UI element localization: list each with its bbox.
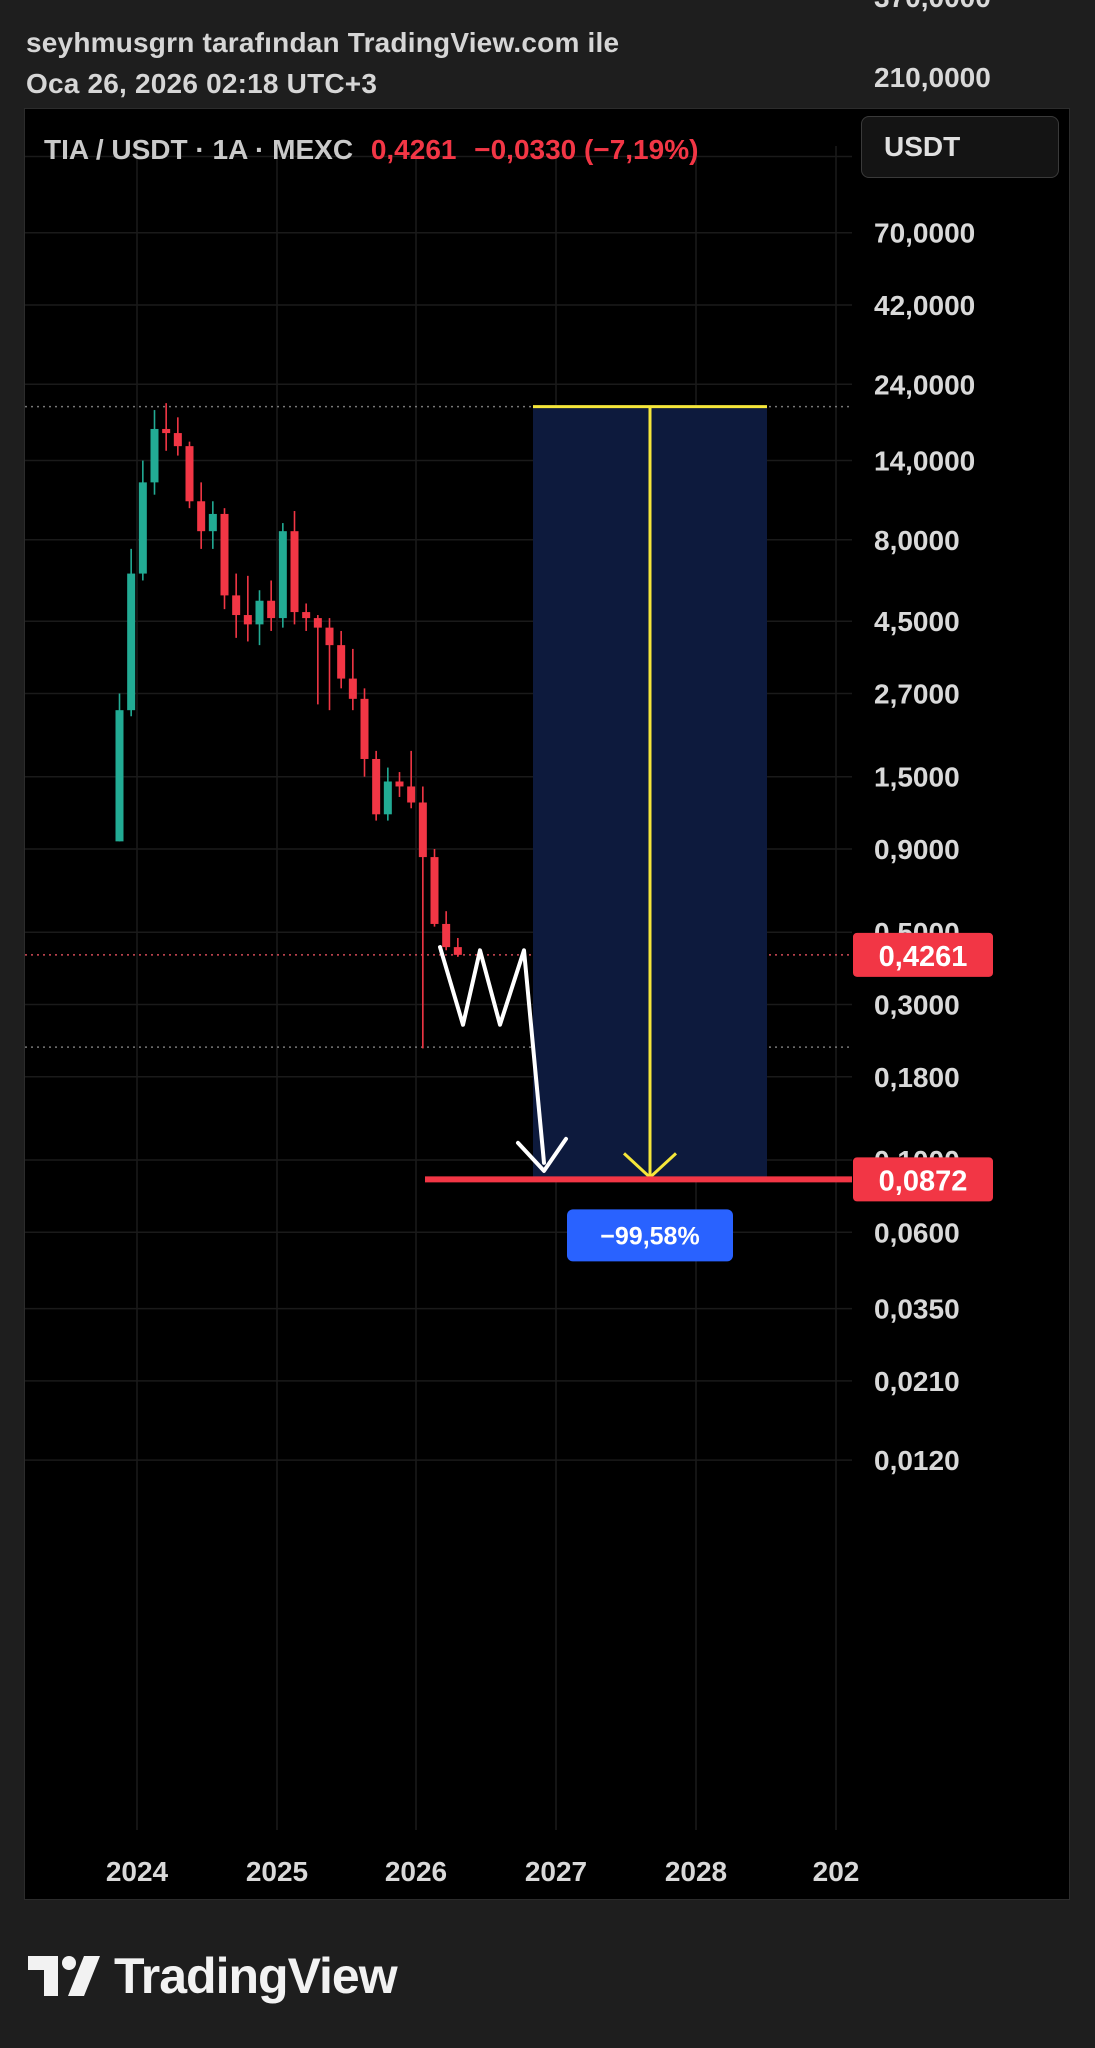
candle-body [337,645,346,679]
candle-body [383,781,392,815]
y-tick-label: 2,7000 [874,679,960,710]
measure-label: −99,58% [600,1222,699,1250]
candle-body [255,600,264,625]
y-tick-label: 4,5000 [874,606,960,637]
candle-body [453,947,462,955]
symbol-change: −0,0330 (−7,19%) [474,134,699,165]
y-tick-label: 8,0000 [874,525,960,556]
candle-body [278,531,287,619]
y-tick-label: 0,0210 [874,1366,960,1397]
candle-body [127,573,136,711]
symbol-price: 0,4261 [370,134,457,165]
candle-body [150,428,159,483]
y-tick-label: 0,3000 [874,990,960,1021]
y-tick-label: 24,0000 [874,369,975,400]
candle-body [267,600,276,619]
projection-path [438,945,546,1165]
x-tick-label: 2027 [525,1856,587,1887]
projection-arrow-head [516,1136,568,1173]
y-tick-label: 42,0000 [874,290,975,321]
candle-body [208,513,217,532]
x-tick-label: 202 [813,1856,860,1887]
y-tick-label: 70,0000 [874,218,975,249]
currency-button[interactable]: USDT [861,116,1059,178]
candle-body [407,786,416,803]
y-tick-label: 210,0000 [874,62,991,93]
candle-body [325,627,334,646]
measure-label-bg [567,1209,733,1262]
x-tick-label: 2024 [106,1856,169,1887]
current-price-tag-bg [853,932,993,977]
candle-body [290,531,299,613]
candle-body [138,482,147,574]
current-price-tag: 0,4261 [879,941,968,973]
tradingview-brand: TradingView [114,1948,398,2004]
symbol-pair[interactable]: TIA / USDT · 1A · MEXC [44,134,354,165]
date-line: Oca 26, 2026 02:18 UTC+3 [26,68,378,99]
candle-body [220,513,229,596]
x-tick-label: 2025 [246,1856,308,1887]
y-tick-label: 14,0000 [874,446,975,477]
target-price-tag-bg [853,1157,993,1202]
target-price-tag: 0,0872 [879,1165,968,1197]
candle-body [185,446,194,502]
candle-body [232,595,241,616]
x-tick-label: 2026 [385,1856,447,1887]
y-tick-label: 0,9000 [874,834,960,865]
candle-body [372,758,381,815]
y-tick-label: 0,0350 [874,1294,960,1325]
candle-body [115,710,124,842]
candle-body [302,612,311,619]
candle-body [395,781,404,787]
y-tick-label: 0,0120 [874,1445,960,1476]
candle-body [173,433,182,447]
candle-body [197,501,206,532]
candle-body [162,428,171,434]
tradingview-logo[interactable]: TradingView [28,1948,398,2004]
candle-body [313,618,322,628]
y-tick-label: 370,0000 [874,0,991,13]
candle-body [348,678,357,699]
candle-body [418,802,427,858]
candle-body [243,615,252,625]
candle-body [360,698,369,759]
candle-body [442,923,451,948]
share-header: seyhmusgrn tarafından TradingView.com il… [26,22,619,104]
author-line: seyhmusgrn tarafından TradingView.com il… [26,27,620,58]
x-tick-label: 2028 [665,1856,727,1887]
y-tick-label: 0,0600 [874,1217,960,1248]
y-tick-label: 0,1800 [874,1062,960,1093]
plot-area [25,146,852,1830]
y-tick-label: 1,5000 [874,762,960,793]
tradingview-logo-icon [28,1956,100,1996]
candle-body [430,857,439,924]
symbol-legend: TIA / USDT · 1A · MEXC 0,4261 −0,0330 (−… [44,134,698,166]
